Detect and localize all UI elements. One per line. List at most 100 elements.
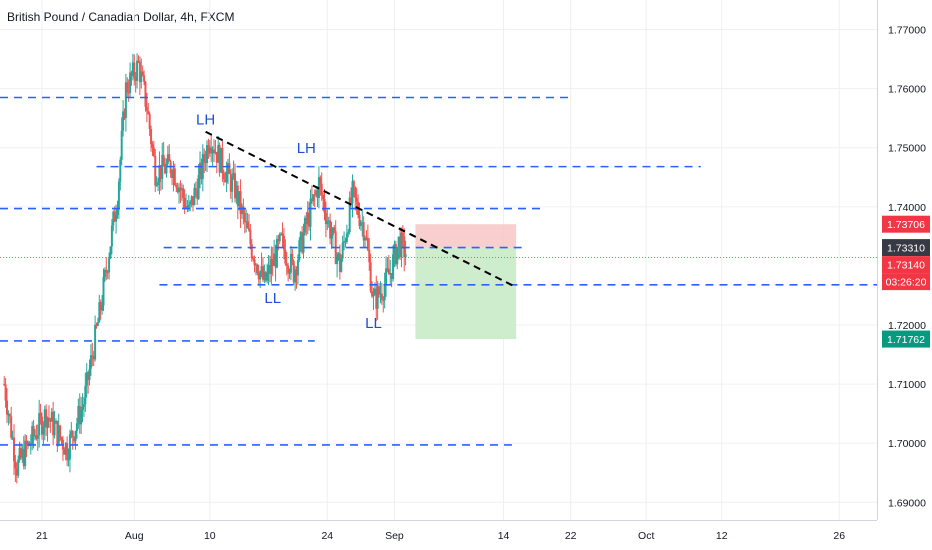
candle-body	[3, 384, 6, 386]
candle-body	[250, 244, 253, 259]
price-axis-tick-label: 1.71000	[888, 379, 926, 391]
candle-body	[103, 269, 106, 277]
candle-body	[38, 413, 41, 436]
candle-body	[127, 92, 130, 94]
lower-high-label: LH	[196, 112, 215, 129]
candle-body	[112, 211, 115, 226]
candle-body	[387, 269, 390, 275]
candle-body	[42, 426, 45, 435]
candle-body	[246, 221, 249, 229]
price-tag-label: 1.73310	[887, 242, 925, 254]
candle-body	[176, 187, 179, 193]
candle-body	[302, 232, 305, 253]
candle-body	[75, 423, 78, 432]
candle-body	[73, 437, 76, 442]
candle-body	[345, 233, 348, 242]
candle-body	[284, 249, 287, 264]
candle-body	[134, 77, 137, 81]
candle-body	[147, 110, 150, 114]
candle-body	[341, 242, 344, 259]
candle-body	[5, 400, 8, 415]
candle-body	[50, 411, 53, 422]
candle-body	[228, 163, 231, 174]
candle-body	[270, 259, 273, 274]
time-axis-tick-label: 21	[36, 530, 48, 542]
candle-body	[180, 188, 183, 191]
candle-body	[220, 148, 223, 173]
candle-body	[271, 259, 274, 266]
candle-body	[281, 233, 284, 236]
lower-high-label: LH	[297, 140, 316, 157]
candle-body	[106, 272, 109, 274]
candle-body	[39, 413, 42, 417]
candle-body	[99, 302, 102, 311]
candle-body	[399, 236, 402, 258]
candle-body	[4, 384, 7, 401]
candle-body	[224, 178, 227, 183]
candle-body	[393, 243, 396, 255]
candle-body	[292, 261, 295, 283]
candle-body	[378, 286, 381, 295]
price-axis-tick-label: 1.70000	[888, 438, 926, 450]
candle-body	[117, 181, 120, 209]
price-tag-target	[882, 330, 930, 348]
candle-body	[178, 187, 181, 193]
candle-body	[91, 355, 94, 357]
candle-body	[171, 173, 174, 179]
candle-body	[122, 111, 125, 131]
candle-body	[274, 253, 277, 268]
candle-body	[294, 269, 297, 283]
candle-body	[247, 228, 250, 231]
candle-body	[278, 233, 281, 242]
candle-body	[291, 253, 294, 262]
candle-body	[233, 173, 236, 199]
candle-body	[143, 75, 146, 82]
candle-body	[310, 198, 313, 202]
candle-body	[361, 222, 364, 224]
candle-body	[63, 449, 66, 455]
candle-body	[193, 187, 196, 206]
candle-body	[159, 165, 162, 179]
candle-body	[172, 168, 175, 179]
candle-body	[24, 440, 27, 467]
candle-body	[102, 276, 105, 306]
time-axis-tick-label: 24	[321, 530, 333, 542]
candle-body	[392, 254, 395, 279]
price-tag-price	[882, 273, 930, 291]
candle-body	[296, 260, 299, 276]
trendline	[205, 130, 517, 289]
candle-body	[301, 232, 304, 253]
candle-body	[371, 291, 374, 297]
candle-body	[19, 447, 22, 458]
candle-body	[217, 145, 220, 163]
candle-body	[130, 72, 133, 76]
candle-body	[8, 414, 11, 417]
candle-body	[57, 425, 60, 445]
candle-body	[88, 368, 91, 380]
candle-body	[364, 237, 367, 241]
candle-body	[148, 113, 151, 130]
candle-body	[80, 409, 83, 425]
candle-body	[25, 440, 28, 447]
time-axis-tick-label: 12	[716, 530, 728, 542]
time-axis-tick-label: Sep	[385, 530, 404, 542]
candle-body	[315, 190, 318, 195]
candle-body	[207, 145, 210, 154]
candle-body	[260, 266, 263, 272]
candle-body	[235, 185, 238, 199]
candle-body	[78, 406, 81, 425]
candle-body	[109, 246, 112, 259]
candle-body	[343, 241, 346, 243]
candle-body	[46, 417, 49, 428]
candle-body	[49, 419, 52, 422]
candle-body	[249, 230, 252, 245]
price-axis-tick-label: 1.74000	[888, 202, 926, 214]
price-tag-label: 1.73706	[887, 219, 925, 231]
candle-body	[14, 461, 17, 469]
candle-body	[253, 259, 256, 266]
chart-title: British Pound / Canadian Dollar, 4h, FXC…	[7, 10, 235, 24]
candle-body	[56, 420, 59, 445]
candle-body	[179, 187, 182, 191]
candle-body	[218, 145, 221, 173]
